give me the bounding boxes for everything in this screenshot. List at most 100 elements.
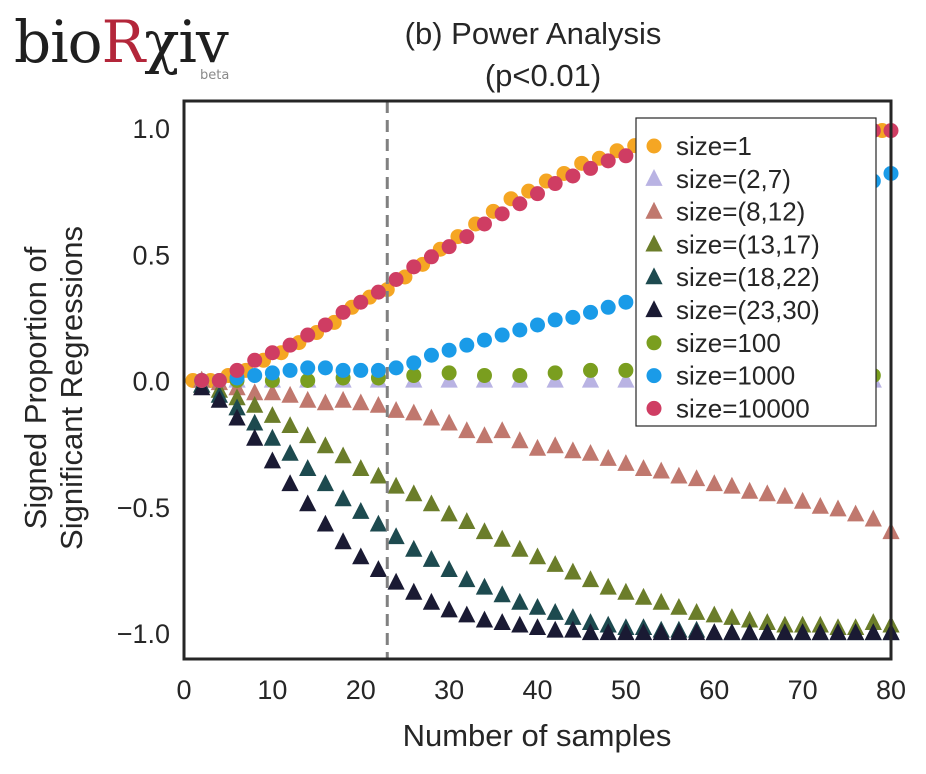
data-point xyxy=(547,176,563,192)
plot-frame xyxy=(182,99,893,661)
data-point xyxy=(352,393,370,411)
data-point xyxy=(282,362,298,378)
data-point xyxy=(281,385,299,403)
data-point xyxy=(475,426,494,444)
data-point xyxy=(652,592,670,610)
data-point xyxy=(581,623,600,641)
data-point xyxy=(794,491,812,509)
data-point xyxy=(441,342,457,358)
data-point xyxy=(334,390,352,408)
x-tick-label: 60 xyxy=(699,675,729,705)
data-point xyxy=(864,623,882,641)
data-point xyxy=(422,550,441,567)
data-point xyxy=(652,623,670,641)
data-point xyxy=(316,436,334,454)
data-point xyxy=(687,623,706,641)
legend-item: size=1000 xyxy=(646,361,795,391)
data-point xyxy=(511,431,529,449)
legend-marker xyxy=(646,368,662,384)
data-point xyxy=(353,362,369,378)
data-point xyxy=(405,484,423,502)
data-point xyxy=(583,362,599,378)
data-point xyxy=(406,259,422,275)
data-point xyxy=(211,373,227,388)
data-point xyxy=(475,610,494,628)
logo-wordmark: bioRχiv xyxy=(14,8,229,76)
x-tick-label: 30 xyxy=(434,675,464,705)
data-point xyxy=(317,360,333,376)
legend-marker xyxy=(646,400,662,416)
data-point xyxy=(387,401,405,418)
data-point xyxy=(316,514,334,532)
data-point xyxy=(370,284,386,300)
data-point xyxy=(353,294,369,310)
data-point xyxy=(723,623,741,641)
legend-item: size=(2,7) xyxy=(645,164,791,194)
data-point xyxy=(634,459,653,476)
x-tick-label: 70 xyxy=(788,675,818,705)
legend-item: size=(8,12) xyxy=(645,197,805,227)
data-point xyxy=(528,438,547,456)
data-point xyxy=(299,426,317,444)
data-point xyxy=(263,383,281,401)
legend-item: size=10000 xyxy=(646,393,810,423)
data-point xyxy=(300,327,316,343)
y-tick-label: −1.0 xyxy=(117,619,170,649)
series-5 xyxy=(193,378,900,641)
legend-label: size=(23,30) xyxy=(676,295,820,325)
logo-beta-label: beta xyxy=(200,68,230,83)
data-point xyxy=(546,436,564,454)
legend-marker xyxy=(646,138,662,154)
legend: size=1size=(2,7)size=(8,12)size=(13,17)s… xyxy=(635,117,877,427)
data-point xyxy=(705,605,723,623)
data-point xyxy=(300,360,316,376)
data-point xyxy=(263,406,281,423)
data-point xyxy=(564,562,582,580)
data-point xyxy=(264,345,280,361)
data-point xyxy=(459,229,475,245)
data-point xyxy=(687,603,706,620)
data-point xyxy=(440,504,458,522)
data-point xyxy=(617,370,635,388)
data-point xyxy=(352,459,370,476)
data-point xyxy=(634,587,653,605)
data-point xyxy=(829,623,847,641)
legend-marker xyxy=(646,335,662,351)
data-point xyxy=(564,608,582,625)
data-point xyxy=(511,592,529,610)
data-point xyxy=(583,160,599,176)
data-point xyxy=(317,317,333,333)
data-point xyxy=(246,396,264,413)
data-point xyxy=(282,337,298,353)
data-point xyxy=(528,598,547,615)
chart-subtitle: (p<0.01) xyxy=(485,58,601,93)
data-point xyxy=(264,365,280,381)
legend-item: size=100 xyxy=(646,328,781,358)
data-point xyxy=(299,459,317,476)
data-point xyxy=(352,502,370,519)
data-point xyxy=(228,388,246,406)
data-point xyxy=(423,347,439,363)
data-point xyxy=(440,600,458,618)
data-point xyxy=(388,272,404,287)
data-point xyxy=(634,623,653,641)
data-point xyxy=(369,466,388,484)
data-point xyxy=(299,390,317,408)
data-point xyxy=(494,327,510,343)
y-axis-label-line2: Significant Regressions xyxy=(54,226,89,550)
data-point xyxy=(618,362,634,378)
data-point xyxy=(476,332,492,348)
data-point xyxy=(512,196,528,212)
legend-marker xyxy=(645,234,663,252)
data-point xyxy=(670,623,688,641)
y-tick-label: 0.5 xyxy=(132,240,170,270)
data-point xyxy=(565,309,581,325)
legend-label: size=(18,22) xyxy=(676,262,820,292)
x-axis-ticks: 0 10 20 30 40 50 60 70 80 xyxy=(176,675,906,705)
y-tick-label: 1.0 xyxy=(132,114,170,144)
data-point xyxy=(670,466,688,484)
data-point xyxy=(652,461,670,479)
data-point xyxy=(441,365,457,381)
data-point xyxy=(299,494,317,512)
